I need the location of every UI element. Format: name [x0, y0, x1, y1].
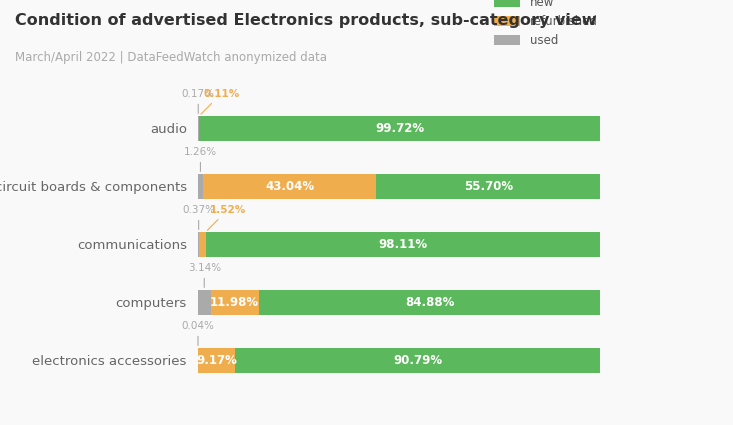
Bar — [198, 290, 210, 314]
Text: 0.11%: 0.11% — [201, 89, 239, 114]
Text: 98.11%: 98.11% — [378, 238, 427, 251]
Text: Condition of advertised Electronics products, sub-category view: Condition of advertised Electronics prod… — [15, 13, 596, 28]
Bar — [235, 348, 600, 373]
Text: 43.04%: 43.04% — [265, 180, 314, 193]
Text: 0.17%: 0.17% — [182, 89, 215, 113]
Bar — [205, 232, 600, 257]
Bar — [259, 290, 600, 314]
Bar — [199, 232, 205, 257]
Text: 1.26%: 1.26% — [184, 147, 217, 171]
Text: 99.72%: 99.72% — [375, 122, 424, 135]
Text: 1.52%: 1.52% — [207, 205, 246, 230]
Text: 3.14%: 3.14% — [188, 263, 221, 287]
Text: 90.79%: 90.79% — [393, 354, 442, 367]
Text: 84.88%: 84.88% — [405, 296, 454, 309]
Legend: new, refurbished, used: new, refurbished, used — [490, 0, 603, 52]
Text: 11.98%: 11.98% — [210, 296, 259, 309]
Text: March/April 2022 | DataFeedWatch anonymized data: March/April 2022 | DataFeedWatch anonymi… — [15, 51, 327, 64]
Text: 0.37%: 0.37% — [183, 205, 216, 230]
Bar — [376, 174, 600, 198]
Bar — [198, 348, 235, 373]
Text: 9.17%: 9.17% — [196, 354, 237, 367]
Bar — [203, 174, 376, 198]
Text: 55.70%: 55.70% — [464, 180, 513, 193]
Bar — [198, 174, 203, 198]
Text: 0.04%: 0.04% — [182, 321, 215, 346]
Bar — [199, 116, 600, 141]
Bar — [198, 232, 199, 257]
Bar — [210, 290, 259, 314]
